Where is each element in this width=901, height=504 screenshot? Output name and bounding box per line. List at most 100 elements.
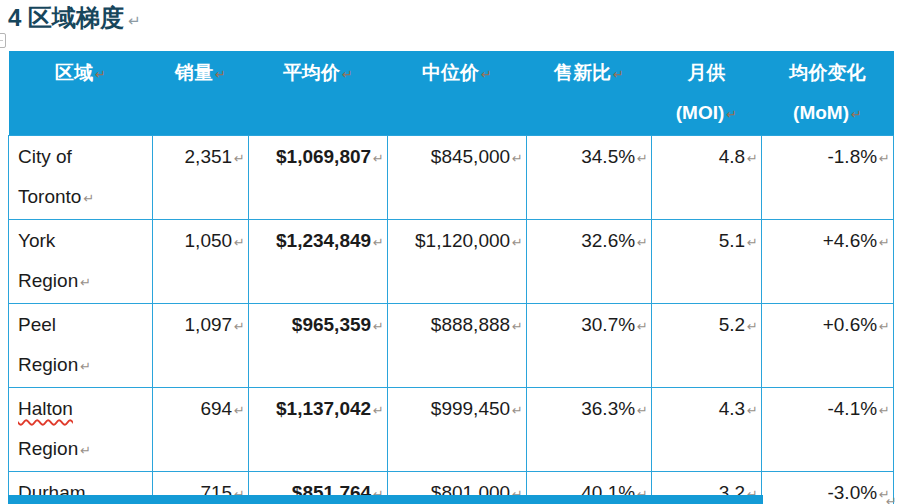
end-of-cell-mark: ↵ bbox=[879, 403, 890, 418]
cell-sales[interactable]: 2,351↵ bbox=[153, 136, 249, 220]
page-title-text: 4 区域梯度 bbox=[8, 4, 124, 31]
col-header-mom-change[interactable]: 均价变化 (MoM)↵ bbox=[762, 51, 894, 136]
end-of-cell-mark: ↵ bbox=[747, 235, 758, 250]
moi-value: 5.2 bbox=[719, 314, 745, 335]
end-of-cell-mark: ↵ bbox=[95, 67, 106, 82]
median-price-value: $999,450 bbox=[431, 398, 510, 419]
mom-change-value: -4.1% bbox=[827, 398, 877, 419]
cell-mom-change[interactable]: +0.6%↵ bbox=[762, 304, 894, 388]
cell-moi[interactable]: 5.1↵ bbox=[652, 220, 762, 304]
cell-mom-change[interactable]: -3.0%↵ bbox=[762, 472, 894, 504]
end-of-cell-mark: ↵ bbox=[747, 151, 758, 166]
sales-value: 1,097 bbox=[185, 314, 233, 335]
col-header-label: 月供 (MOI) bbox=[676, 62, 726, 123]
cell-moi[interactable]: 5.2↵ bbox=[652, 304, 762, 388]
end-of-cell-mark: ↵ bbox=[234, 235, 245, 250]
sale-new-ratio-value: 36.3% bbox=[581, 398, 635, 419]
cell-moi[interactable]: 4.8↵ bbox=[652, 136, 762, 220]
mom-change-value: +0.6% bbox=[823, 314, 877, 335]
end-of-cell-mark: ↵ bbox=[215, 67, 226, 82]
table-row-city-of-toronto: City of Toronto↵ 2,351↵ $1,069,807↵ $845… bbox=[9, 136, 894, 220]
end-of-cell-mark: ↵ bbox=[851, 107, 862, 122]
col-header-median-price[interactable]: 中位价↵ bbox=[388, 51, 527, 136]
end-of-cell-mark: ↵ bbox=[637, 151, 648, 166]
region-name: Peel Region bbox=[18, 314, 78, 375]
end-of-cell-mark: ↵ bbox=[481, 67, 492, 82]
median-price-value: $845,000 bbox=[431, 146, 510, 167]
paragraph-mark: ↵ bbox=[128, 12, 141, 29]
table-row-halton-region: Halton Region↵ 694↵ $1,137,042↵ $999,450… bbox=[9, 388, 894, 472]
end-of-cell-mark: ↵ bbox=[879, 235, 890, 250]
cell-mom-change[interactable]: +4.6%↵ bbox=[762, 220, 894, 304]
cell-median-price[interactable]: $1,120,000↵ bbox=[388, 220, 527, 304]
cell-avg-price[interactable]: $1,137,042↵ bbox=[249, 388, 388, 472]
sales-value: 694 bbox=[200, 398, 232, 419]
end-of-cell-mark: ↵ bbox=[637, 319, 648, 334]
avg-price-value: $965,359 bbox=[292, 314, 371, 335]
next-table-header-partial bbox=[8, 495, 763, 504]
region-name: York Region bbox=[18, 230, 78, 291]
mom-change-value: +4.6% bbox=[823, 230, 877, 251]
end-of-cell-mark: ↵ bbox=[637, 403, 648, 418]
cell-sale-new-ratio[interactable]: 34.5%↵ bbox=[527, 136, 652, 220]
end-of-cell-mark: ↵ bbox=[637, 235, 648, 250]
region-name-misspelled: Halton bbox=[18, 398, 73, 419]
cell-moi[interactable]: 4.3↵ bbox=[652, 388, 762, 472]
cell-region[interactable]: City of Toronto↵ bbox=[9, 136, 153, 220]
col-header-moi[interactable]: 月供 (MOI)↵ bbox=[652, 51, 762, 136]
cell-avg-price[interactable]: $1,069,807↵ bbox=[249, 136, 388, 220]
end-of-cell-mark: ↵ bbox=[747, 319, 758, 334]
end-of-cell-mark: ↵ bbox=[747, 403, 758, 418]
avg-price-value: $1,069,807 bbox=[276, 146, 371, 167]
end-of-cell-mark: ↵ bbox=[613, 67, 624, 82]
end-of-cell-mark: ↵ bbox=[879, 319, 890, 334]
end-of-cell-mark: ↵ bbox=[80, 443, 91, 458]
col-header-sale-new-ratio[interactable]: 售新比↵ bbox=[527, 51, 652, 136]
table-move-handle[interactable] bbox=[0, 33, 6, 48]
mom-change-value: -1.8% bbox=[827, 146, 877, 167]
region-name: City of Toronto bbox=[18, 146, 81, 207]
end-of-cell-mark: ↵ bbox=[373, 151, 384, 166]
cell-avg-price[interactable]: $965,359↵ bbox=[249, 304, 388, 388]
cell-sales[interactable]: 1,050↵ bbox=[153, 220, 249, 304]
cell-median-price[interactable]: $888,888↵ bbox=[388, 304, 527, 388]
end-of-cell-mark: ↵ bbox=[83, 191, 94, 206]
cell-mom-change[interactable]: -1.8%↵ bbox=[762, 136, 894, 220]
cell-region[interactable]: Halton Region↵ bbox=[9, 388, 153, 472]
end-of-cell-mark: ↵ bbox=[512, 403, 523, 418]
sale-new-ratio-value: 30.7% bbox=[581, 314, 635, 335]
col-header-label: 售新比 bbox=[554, 62, 611, 83]
page-title[interactable]: 4 区域梯度↵ bbox=[0, 0, 901, 36]
end-of-cell-mark: ↵ bbox=[373, 403, 384, 418]
end-of-cell-mark: ↵ bbox=[512, 151, 523, 166]
end-of-cell-mark: ↵ bbox=[234, 403, 245, 418]
cell-region[interactable]: Peel Region↵ bbox=[9, 304, 153, 388]
end-of-cell-mark: ↵ bbox=[373, 319, 384, 334]
region-name: Region bbox=[18, 438, 78, 459]
table-row-peel-region: Peel Region↵ 1,097↵ $965,359↵ $888,888↵ … bbox=[9, 304, 894, 388]
cell-sale-new-ratio[interactable]: 30.7%↵ bbox=[527, 304, 652, 388]
end-of-cell-mark: ↵ bbox=[80, 359, 91, 374]
col-header-label: 销量 bbox=[175, 62, 213, 83]
cell-median-price[interactable]: $999,450↵ bbox=[388, 388, 527, 472]
cell-region[interactable]: York Region↵ bbox=[9, 220, 153, 304]
sale-new-ratio-value: 32.6% bbox=[581, 230, 635, 251]
end-of-cell-mark: ↵ bbox=[726, 107, 737, 122]
mom-change-value: -3.0% bbox=[827, 482, 877, 503]
cell-sale-new-ratio[interactable]: 36.3%↵ bbox=[527, 388, 652, 472]
table-row-york-region: York Region↵ 1,050↵ $1,234,849↵ $1,120,0… bbox=[9, 220, 894, 304]
end-of-cell-mark: ↵ bbox=[512, 235, 523, 250]
cell-mom-change[interactable]: -4.1%↵ bbox=[762, 388, 894, 472]
col-header-avg-price[interactable]: 平均价↵ bbox=[249, 51, 388, 136]
cell-sale-new-ratio[interactable]: 32.6%↵ bbox=[527, 220, 652, 304]
col-header-label: 区域 bbox=[55, 62, 93, 83]
header-row: 区域↵ 销量↵ 平均价↵ 中位价↵ 售新比↵ 月供 (MOI)↵ 均价变化 (M… bbox=[9, 51, 894, 136]
cell-median-price[interactable]: $845,000↵ bbox=[388, 136, 527, 220]
cell-avg-price[interactable]: $1,234,849↵ bbox=[249, 220, 388, 304]
cell-sales[interactable]: 694↵ bbox=[153, 388, 249, 472]
sales-value: 1,050 bbox=[185, 230, 233, 251]
col-header-region[interactable]: 区域↵ bbox=[9, 51, 153, 136]
end-of-cell-mark: ↵ bbox=[342, 67, 353, 82]
cell-sales[interactable]: 1,097↵ bbox=[153, 304, 249, 388]
col-header-sales[interactable]: 销量↵ bbox=[153, 51, 249, 136]
